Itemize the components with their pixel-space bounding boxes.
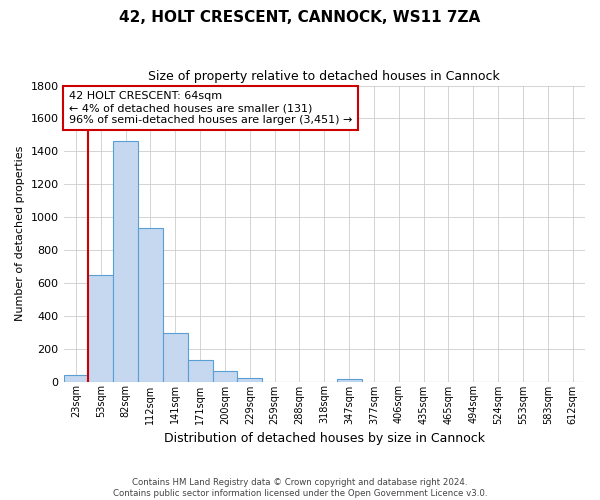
- Bar: [163, 333, 188, 382]
- Title: Size of property relative to detached houses in Cannock: Size of property relative to detached ho…: [148, 70, 500, 83]
- Bar: [88, 274, 113, 382]
- Y-axis label: Number of detached properties: Number of detached properties: [15, 146, 25, 321]
- Bar: [337, 379, 362, 382]
- Bar: [113, 142, 138, 382]
- Bar: [188, 360, 212, 382]
- Bar: [238, 378, 262, 382]
- Text: 42 HOLT CRESCENT: 64sqm
← 4% of detached houses are smaller (131)
96% of semi-de: 42 HOLT CRESCENT: 64sqm ← 4% of detached…: [69, 92, 352, 124]
- Bar: [138, 228, 163, 382]
- Text: 42, HOLT CRESCENT, CANNOCK, WS11 7ZA: 42, HOLT CRESCENT, CANNOCK, WS11 7ZA: [119, 10, 481, 25]
- Bar: [212, 371, 238, 382]
- Text: Contains HM Land Registry data © Crown copyright and database right 2024.
Contai: Contains HM Land Registry data © Crown c…: [113, 478, 487, 498]
- Bar: [64, 375, 88, 382]
- X-axis label: Distribution of detached houses by size in Cannock: Distribution of detached houses by size …: [164, 432, 485, 445]
